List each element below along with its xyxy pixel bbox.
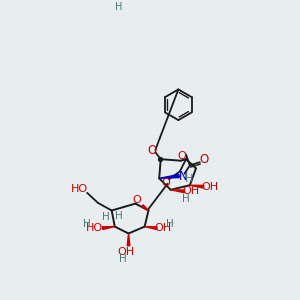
Text: O: O xyxy=(199,153,208,166)
Polygon shape xyxy=(102,226,115,230)
Polygon shape xyxy=(142,205,148,211)
Text: OH: OH xyxy=(154,223,172,233)
Text: H: H xyxy=(118,254,126,264)
Text: HO: HO xyxy=(71,184,88,194)
Polygon shape xyxy=(190,185,204,188)
Polygon shape xyxy=(145,226,157,230)
Polygon shape xyxy=(171,190,184,193)
Text: H: H xyxy=(83,218,91,229)
Text: OH: OH xyxy=(182,186,199,196)
Text: O: O xyxy=(177,151,186,161)
Text: H: H xyxy=(115,2,122,12)
Text: O: O xyxy=(147,144,156,157)
Text: OH: OH xyxy=(201,182,218,192)
Text: O: O xyxy=(133,195,141,205)
Text: H: H xyxy=(102,212,110,222)
Text: OH: OH xyxy=(118,247,135,257)
Polygon shape xyxy=(127,233,130,246)
Text: H: H xyxy=(185,174,193,184)
Polygon shape xyxy=(159,175,179,178)
Text: N: N xyxy=(178,169,187,182)
Text: HO: HO xyxy=(86,223,103,233)
Text: O: O xyxy=(161,178,170,188)
Text: H: H xyxy=(115,211,122,221)
Text: H: H xyxy=(166,218,174,229)
Text: H: H xyxy=(182,194,190,204)
